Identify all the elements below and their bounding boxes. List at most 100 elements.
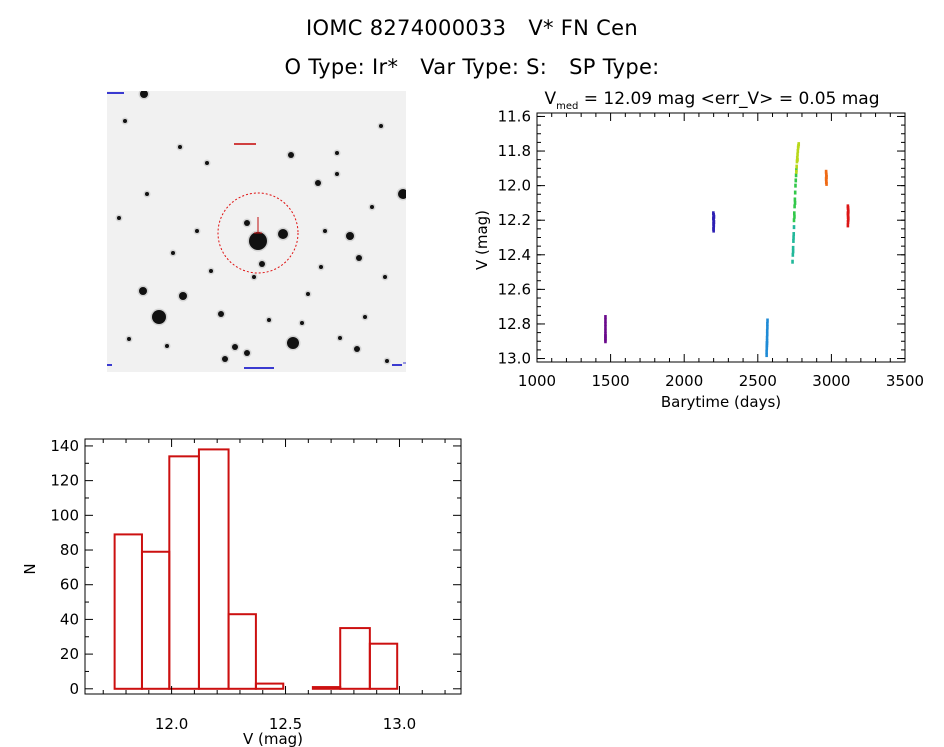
data-point <box>846 223 850 228</box>
histogram-bar <box>227 613 257 690</box>
star <box>338 336 342 340</box>
data-point <box>766 318 769 323</box>
x-tick-label: 13.0 <box>383 715 416 733</box>
y-tick-label: 100 <box>50 506 79 524</box>
data-point <box>794 183 797 188</box>
image-label-mark <box>392 364 402 366</box>
y-tick-label: 80 <box>60 541 79 559</box>
data-point <box>792 238 795 243</box>
star <box>140 91 148 98</box>
light-curve-ylabel: V (mag) <box>473 210 491 270</box>
histogram-xlabel: V (mag) <box>243 730 303 747</box>
data-point <box>796 157 799 162</box>
histogram-frame <box>84 438 462 695</box>
x-tick-label: 1500 <box>592 372 630 390</box>
y-tick-label: 0 <box>69 680 79 698</box>
data-point <box>792 225 796 230</box>
data-point <box>604 318 607 323</box>
star <box>127 337 131 341</box>
histogram-ylabel: N <box>21 563 39 574</box>
histogram-bar <box>197 448 230 690</box>
star <box>370 205 374 209</box>
star <box>195 229 199 233</box>
star <box>335 172 339 176</box>
x-tick-label: 1000 <box>518 372 556 390</box>
y-tick-label: 12.4 <box>498 246 531 264</box>
o-type: O Type: Ir* <box>284 55 399 79</box>
histogram-bar <box>339 627 371 690</box>
star <box>209 269 213 273</box>
star <box>244 220 250 226</box>
data-point <box>794 173 798 178</box>
data-point <box>765 349 768 354</box>
histogram-bar <box>311 686 342 690</box>
image-label-mark <box>234 143 256 145</box>
y-tick-label: 40 <box>60 610 79 628</box>
data-point <box>792 235 795 240</box>
data-point <box>793 200 797 205</box>
star <box>356 255 362 261</box>
star <box>123 119 127 123</box>
star <box>300 321 304 325</box>
data-point <box>712 214 716 219</box>
x-tick-label: 3500 <box>886 372 924 390</box>
x-tick-label: 2000 <box>665 372 703 390</box>
star <box>205 161 209 165</box>
data-point <box>792 232 796 237</box>
star <box>323 229 327 233</box>
histogram-axes: 12.0 12.5 13.0 0 20 40 60 80 100 120 140 <box>50 437 461 733</box>
star <box>218 311 224 317</box>
star <box>363 315 367 319</box>
star <box>244 350 250 356</box>
data-point <box>795 164 798 169</box>
data-point <box>766 325 769 330</box>
data-point <box>604 325 607 330</box>
light-curve-points <box>604 142 850 358</box>
data-point <box>795 169 798 174</box>
star <box>152 310 166 324</box>
star <box>306 292 310 296</box>
x-tick-label: 3000 <box>812 372 850 390</box>
star <box>222 356 228 362</box>
star <box>335 151 339 155</box>
data-point <box>765 335 769 340</box>
sp-type: SP Type: <box>569 55 660 79</box>
data-point <box>796 149 800 154</box>
light-curve-axes: 1000 1500 2000 2500 3000 3500 11.6 11.8 12.0 12.2… <box>498 107 925 390</box>
data-point <box>765 353 768 358</box>
star <box>232 344 238 350</box>
data-point <box>793 197 797 202</box>
star <box>171 251 175 255</box>
star <box>267 318 271 322</box>
histogram-bar <box>168 455 200 690</box>
x-tick-label: 2500 <box>739 372 777 390</box>
y-tick-label: 12.8 <box>498 315 531 333</box>
data-point <box>793 204 796 209</box>
x-tick-label: 12.0 <box>155 715 188 733</box>
sky-stars <box>115 91 406 365</box>
histogram-bar <box>140 550 171 690</box>
data-point <box>794 178 798 183</box>
star <box>383 275 387 279</box>
data-point <box>604 315 607 320</box>
star <box>319 265 323 269</box>
star <box>139 287 147 295</box>
y-tick-label: 140 <box>50 437 79 455</box>
data-point <box>765 332 769 337</box>
y-tick-label: 12.0 <box>498 177 531 195</box>
y-tick-label: 11.6 <box>498 107 531 125</box>
object-title: IOMC 8274000033 V* FN Cen <box>0 16 944 40</box>
star <box>385 359 389 363</box>
data-point <box>791 249 795 254</box>
star <box>259 261 265 267</box>
data-point <box>825 181 828 186</box>
target-circle <box>217 192 299 274</box>
x-tick-label: 12.5 <box>269 715 302 733</box>
data-point <box>766 321 769 326</box>
star <box>179 292 187 300</box>
data-point <box>791 245 795 250</box>
y-tick-label: 13.0 <box>498 350 531 368</box>
y-tick-label: 60 <box>60 576 79 594</box>
